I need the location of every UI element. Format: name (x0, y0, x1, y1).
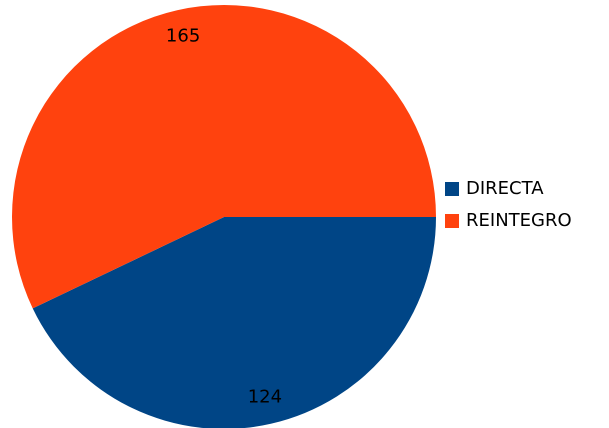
legend-swatch (445, 182, 459, 196)
data-label: 165 (166, 26, 200, 47)
legend-label: REINTEGRO (466, 210, 572, 231)
legend-swatch (445, 214, 459, 228)
pie-slice (12, 5, 436, 309)
pie-slice (32, 217, 436, 428)
data-label: 124 (248, 386, 282, 407)
legend-label: DIRECTA (466, 178, 544, 199)
